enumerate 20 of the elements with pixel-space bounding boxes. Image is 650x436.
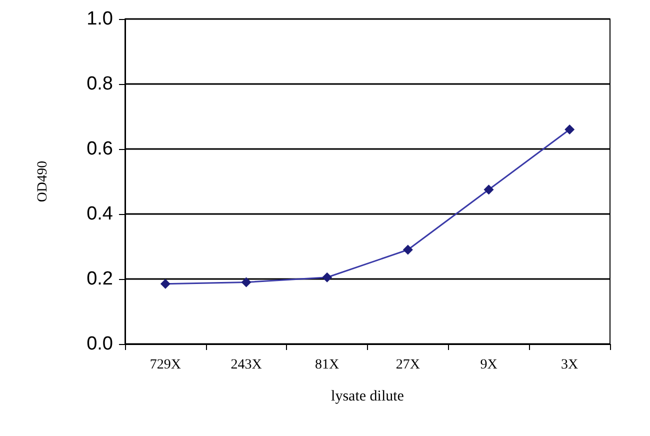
x-axis-title: lysate dilute xyxy=(331,388,404,404)
y-tick-label: 0.8 xyxy=(86,74,113,94)
y-axis-title: OD490 xyxy=(36,160,50,202)
point xyxy=(484,184,494,195)
x-tick-label: 729X xyxy=(150,358,181,372)
y-tick-label: 0.6 xyxy=(86,138,113,160)
x-tick-label: 3X xyxy=(561,358,578,372)
point xyxy=(241,277,252,288)
x-tick-label: 81X xyxy=(315,358,340,372)
y-tick-label: 0.0 xyxy=(86,334,113,354)
x-tick-label: 9X xyxy=(480,358,498,372)
x-tick-label: 243X xyxy=(230,358,262,372)
point xyxy=(564,124,575,134)
x-tick-label: 27X xyxy=(396,358,420,372)
y-tick-label: 0.2 xyxy=(86,268,113,290)
point xyxy=(160,278,170,289)
y-tick-label: 0.4 xyxy=(86,204,114,224)
point xyxy=(402,244,413,255)
y-tick-label: 1.0 xyxy=(86,8,113,30)
point xyxy=(322,272,332,282)
